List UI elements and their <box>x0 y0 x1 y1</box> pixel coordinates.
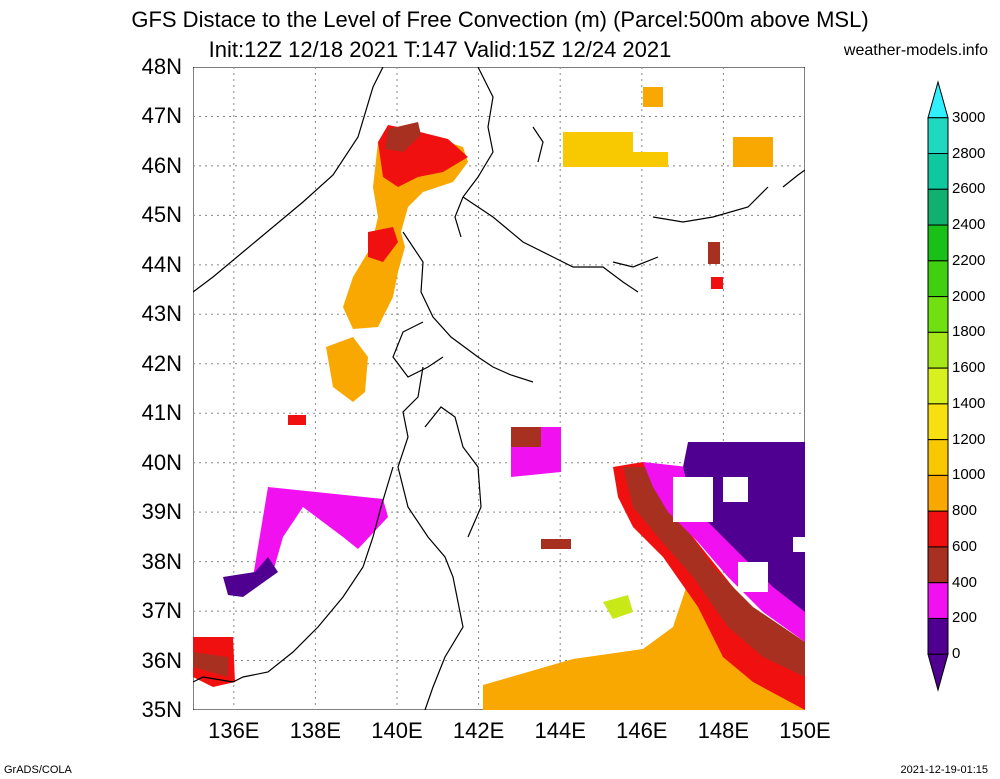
lon-label: 144E <box>534 718 586 743</box>
lat-label: 46N <box>141 152 182 178</box>
colorbar-label: 600 <box>952 537 978 555</box>
lon-label: 136E <box>208 718 260 743</box>
colorbar-label: 1200 <box>952 430 986 448</box>
lon-label: 140E <box>371 718 423 743</box>
field-north-sakhalin <box>343 127 468 329</box>
footer-left: GrADS/COLA <box>4 764 72 776</box>
colorbar-band <box>927 403 949 441</box>
lat-label: 39N <box>141 499 182 525</box>
colorbar-label: 3000 <box>952 108 986 126</box>
colorbar-label: 1800 <box>952 323 986 341</box>
lat-label: 48N <box>141 54 182 79</box>
chart-subtitle: Init:12Z 12/18 2021 T:147 Valid:15Z 12/2… <box>208 37 672 62</box>
field-red-mid <box>368 227 398 262</box>
lat-label: 38N <box>141 548 182 574</box>
lon-label: 142E <box>452 718 505 743</box>
lon-label: 138E <box>289 718 342 743</box>
lat-label: 44N <box>141 251 182 277</box>
colorbar-band <box>927 188 949 226</box>
lon-label: 146E <box>616 718 668 743</box>
lat-label: 37N <box>141 598 182 624</box>
colorbar-label: 2600 <box>952 180 986 198</box>
field-orange-pacific <box>483 567 805 710</box>
colorbar-band <box>927 224 949 262</box>
colorbar-label: 2000 <box>952 287 986 305</box>
field-brown-pacific <box>623 467 805 677</box>
colorbar-label: 800 <box>952 502 978 520</box>
footer-right: 2021-12-19-01:15 <box>900 764 988 776</box>
colorbar-band <box>927 546 949 584</box>
colorbar-band <box>927 474 949 512</box>
colorbar-label: 0 <box>952 645 961 663</box>
map-panel <box>193 67 805 710</box>
colorbar-band <box>927 260 949 298</box>
lat-label: 42N <box>141 350 182 376</box>
colorbar-band <box>927 117 949 155</box>
lat-label: 43N <box>141 301 182 327</box>
colorbar-label: 2200 <box>952 251 986 269</box>
colorbar-band <box>927 582 949 619</box>
lat-label: 40N <box>141 449 182 475</box>
field-magenta-west <box>253 487 388 577</box>
field-purple-pacific <box>683 442 805 612</box>
colorbar-bottom-arrow <box>927 653 949 692</box>
lfc-field <box>193 87 805 710</box>
colorbar-label: 1400 <box>952 394 986 412</box>
site-label: weather-models.info <box>843 42 988 59</box>
colorbar-label: 2400 <box>952 216 986 234</box>
lat-label: 41N <box>141 400 182 426</box>
colorbar-label: 2800 <box>952 144 986 162</box>
field-brown-north <box>385 122 421 152</box>
lat-label: 35N <box>141 697 182 722</box>
field-lightgreen <box>603 595 633 619</box>
colorbar-band <box>927 439 949 476</box>
colorbar-top-arrow <box>927 80 949 119</box>
lat-label: 36N <box>141 647 182 673</box>
lon-label: 150E <box>779 718 831 743</box>
colorbar-band <box>927 296 949 333</box>
coastlines <box>193 67 805 710</box>
field-orange-jsea <box>326 337 368 402</box>
colorbar-band <box>927 617 949 655</box>
colorbar-band <box>927 510 949 548</box>
colorbar-label: 1600 <box>952 359 986 377</box>
colorbar-band <box>927 331 949 369</box>
colorbar <box>927 80 949 692</box>
lon-label: 148E <box>697 718 750 743</box>
colorbar-label: 1000 <box>952 466 986 484</box>
lat-label: 47N <box>141 103 182 129</box>
colorbar-label: 400 <box>952 573 978 591</box>
lat-label: 45N <box>141 202 182 228</box>
colorbar-band <box>927 153 949 190</box>
field-brown-sw <box>193 652 228 677</box>
chart-title: GFS Distace to the Level of Free Convect… <box>131 7 869 32</box>
colorbar-label: 200 <box>952 609 978 627</box>
colorbar-band <box>927 367 949 405</box>
field-purple-west <box>223 557 278 597</box>
